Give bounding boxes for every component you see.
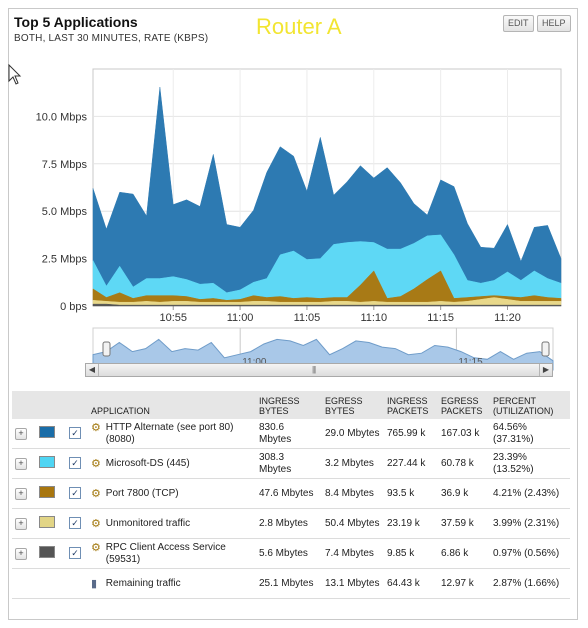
series-color-swatch[interactable]	[39, 455, 55, 468]
application-icon: ⚙	[91, 457, 101, 470]
ingress-packets-cell: 9.85 k	[384, 538, 438, 569]
egress-packets-cell: 36.9 k	[438, 478, 490, 509]
expand-icon[interactable]: +	[15, 547, 27, 560]
series-visibility-checkbox[interactable]: ✓	[69, 427, 81, 439]
bar-chart-icon: ▮	[91, 577, 98, 590]
expand-icon[interactable]: +	[15, 517, 27, 530]
header-egress-packets[interactable]: EGRESS PACKETS	[438, 391, 490, 419]
series-visibility-checkbox[interactable]: ✓	[69, 547, 81, 559]
y-tick-label: 7.5 Mbps	[42, 159, 88, 171]
egress-packets-cell: 167.03 k	[438, 419, 490, 449]
application-icon: ⚙	[91, 517, 101, 530]
ingress-packets-cell: 93.5 k	[384, 478, 438, 509]
application-name[interactable]: Microsoft-DS (445)	[105, 457, 190, 469]
egress-bytes-cell: 3.2 Mbytes	[322, 448, 384, 479]
table-row: + ✓ ⚙ Port 7800 (TCP) 47.6 Mbytes 8.4 Mb…	[12, 478, 570, 509]
x-tick-label: 10:55	[159, 312, 187, 324]
table-header-row: APPLICATION INGRESS BYTES EGRESS BYTES ING…	[12, 391, 570, 419]
application-icon: ⚙	[91, 487, 101, 500]
series-color-swatch[interactable]	[39, 545, 55, 558]
x-tick-label: 11:15	[427, 312, 454, 324]
ingress-bytes-cell: 25.1 Mbytes	[256, 568, 322, 599]
router-label: Router A	[256, 14, 342, 39]
navigator-tick-label: 11:15	[458, 357, 483, 368]
navigator-tick-label: 11:00	[242, 357, 267, 368]
y-tick-label: 5.0 Mbps	[42, 206, 88, 218]
table-row: + ✓ ⚙ Microsoft-DS (445) 308.3 Mbytes 3.…	[12, 448, 570, 479]
expand-icon[interactable]: +	[15, 487, 27, 500]
application-name[interactable]: Port 7800 (TCP)	[105, 487, 179, 499]
y-tick-label: 2.5 Mbps	[42, 254, 88, 266]
x-tick-label: 11:10	[360, 312, 387, 324]
application-name[interactable]: HTTP Alternate (see port 80) (8080)	[105, 421, 234, 445]
table-row: + ✓ ⚙ Unmonitored traffic 2.8 Mbytes 50.…	[12, 508, 570, 539]
ingress-packets-cell: 765.99 k	[384, 419, 438, 449]
scrollbar-grip[interactable]: |||	[312, 365, 316, 374]
egress-packets-cell: 37.59 k	[438, 508, 490, 539]
edit-button[interactable]: EDIT	[503, 15, 534, 32]
ingress-packets-cell: 64.43 k	[384, 568, 438, 599]
x-tick-label: 11:05	[294, 312, 321, 324]
x-tick-label: 11:00	[227, 312, 254, 324]
header-application[interactable]: APPLICATION	[88, 391, 256, 419]
navigator-right-handle[interactable]	[541, 341, 550, 357]
application-name[interactable]: Remaining traffic	[105, 577, 181, 589]
application-icon: ⚙	[91, 541, 101, 554]
ingress-bytes-cell: 308.3 Mbytes	[256, 448, 322, 479]
egress-packets-cell: 6.86 k	[438, 538, 490, 569]
series-area-rpc-client-access-service-59531[interactable]	[92, 303, 562, 307]
egress-bytes-cell: 50.4 Mbytes	[322, 508, 384, 539]
traffic-area-chart: 0 bps 2.5 Mbps 5.0 Mbps 7.5 Mbps 10.0 Mbps 1…	[36, 68, 562, 324]
y-tick-label: 10.0 Mbps	[36, 111, 88, 123]
series-color-swatch[interactable]	[39, 485, 55, 498]
series-visibility-checkbox[interactable]: ✓	[69, 517, 81, 529]
help-button[interactable]: HELP	[537, 15, 571, 32]
table-row: ▮ Remaining traffic 25.1 Mbytes 13.1 Mby…	[12, 568, 570, 599]
header-ingress-bytes[interactable]: INGRESS BYTES	[256, 391, 322, 419]
egress-bytes-cell: 13.1 Mbytes	[322, 568, 384, 599]
header-percent[interactable]: PERCENT (UTILIZATION)	[490, 391, 570, 419]
scroll-left-icon[interactable]: ◀	[86, 364, 99, 376]
egress-bytes-cell: 7.4 Mbytes	[322, 538, 384, 569]
series-visibility-checkbox[interactable]: ✓	[69, 457, 81, 469]
series-color-swatch[interactable]	[39, 515, 55, 528]
applications-table: APPLICATION INGRESS BYTES EGRESS BYTES ING…	[12, 391, 570, 599]
percent-cell: 23.39% (13.52%)	[490, 448, 570, 479]
navigator-left-handle[interactable]	[102, 341, 111, 357]
header-egress-bytes[interactable]: EGRESS BYTES	[322, 391, 384, 419]
panel-subtitle: BOTH, LAST 30 MINUTES, RATE (KBPS)	[14, 33, 209, 44]
y-tick-label: 0 bps	[60, 301, 87, 313]
percent-cell: 2.87% (1.66%)	[490, 568, 570, 599]
header-ingress-packets[interactable]: INGRESS PACKETS	[384, 391, 438, 419]
ingress-bytes-cell: 830.6 Mbytes	[256, 419, 322, 449]
mouse-cursor-icon	[8, 64, 22, 85]
egress-packets-cell: 12.97 k	[438, 568, 490, 599]
ingress-bytes-cell: 2.8 Mbytes	[256, 508, 322, 539]
panel-title: Top 5 Applications	[14, 14, 138, 30]
expand-icon[interactable]: +	[15, 457, 27, 470]
egress-bytes-cell: 8.4 Mbytes	[322, 478, 384, 509]
navigator-scrollbar[interactable]: ◀ ||| ▶	[85, 363, 553, 377]
egress-bytes-cell: 29.0 Mbytes	[322, 419, 384, 449]
table-row: + ✓ ⚙ HTTP Alternate (see port 80) (8080…	[12, 419, 570, 449]
application-icon: ⚙	[91, 421, 101, 434]
percent-cell: 4.21% (2.43%)	[490, 478, 570, 509]
scroll-right-icon[interactable]: ▶	[539, 364, 552, 376]
application-name[interactable]: Unmonitored traffic	[105, 517, 191, 529]
percent-cell: 64.56% (37.31%)	[490, 419, 570, 449]
series-color-swatch[interactable]	[39, 425, 55, 438]
navigator-area	[92, 338, 554, 371]
table-row: + ✓ ⚙ RPC Client Access Service (59531) …	[12, 538, 570, 569]
egress-packets-cell: 60.78 k	[438, 448, 490, 479]
ingress-bytes-cell: 5.6 Mbytes	[256, 538, 322, 569]
percent-cell: 3.99% (2.31%)	[490, 508, 570, 539]
series-visibility-checkbox[interactable]: ✓	[69, 487, 81, 499]
ingress-packets-cell: 23.19 k	[384, 508, 438, 539]
x-tick-label: 11:20	[494, 312, 521, 324]
percent-cell: 0.97% (0.56%)	[490, 538, 570, 569]
ingress-bytes-cell: 47.6 Mbytes	[256, 478, 322, 509]
application-name[interactable]: RPC Client Access Service (59531)	[105, 541, 226, 565]
ingress-packets-cell: 227.44 k	[384, 448, 438, 479]
expand-icon[interactable]: +	[15, 427, 27, 440]
